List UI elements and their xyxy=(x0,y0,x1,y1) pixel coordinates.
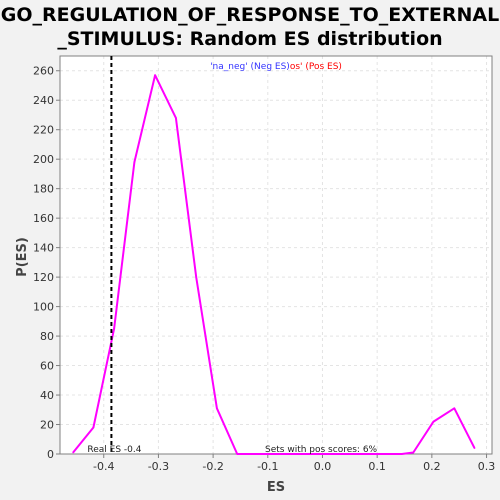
y-tick-label: 80 xyxy=(40,330,54,343)
pos-scores-label: Sets with pos scores: 6% xyxy=(265,445,378,455)
x-tick-label: 0.0 xyxy=(314,460,332,473)
data-point xyxy=(216,407,218,410)
y-tick-label: 40 xyxy=(40,389,54,402)
x-axis-label: ES xyxy=(267,480,285,495)
data-point xyxy=(154,74,156,76)
y-axis-label: P(ES) xyxy=(15,237,30,277)
annotations: Real ES -0.4 Sets with pos scores: 6% 'na_… xyxy=(87,56,378,455)
plot-area xyxy=(60,56,492,454)
data-point xyxy=(113,327,115,330)
data-point xyxy=(318,453,321,455)
y-tick-label: 160 xyxy=(33,212,54,225)
series-group xyxy=(72,74,476,455)
data-point xyxy=(92,426,95,429)
x-tick-label: -0.2 xyxy=(202,460,223,473)
y-tick-label: 0 xyxy=(47,448,54,461)
data-point xyxy=(432,420,435,423)
data-point xyxy=(195,276,197,278)
legend: 'na_neg' (Neg ES)os' (Pos ES) xyxy=(210,62,342,72)
x-tick-label: -0.1 xyxy=(257,460,278,473)
y-tick-label: 220 xyxy=(33,124,54,137)
legend-pos-entry: os' (Pos ES) xyxy=(290,62,342,72)
data-point xyxy=(257,453,259,455)
data-point xyxy=(236,453,238,455)
y-tick-label: 100 xyxy=(33,301,54,314)
y-tick-label: 260 xyxy=(33,65,54,78)
data-point xyxy=(277,453,280,455)
x-tick-label: -0.3 xyxy=(148,460,169,473)
data-point xyxy=(298,453,300,455)
x-tick-label: 0.1 xyxy=(368,460,386,473)
x-tick-label: -0.4 xyxy=(93,460,114,473)
y-tick-label: 140 xyxy=(33,242,54,255)
y-tick-label: 60 xyxy=(40,360,54,373)
legend-neg-entry: 'na_neg' (Neg ES) xyxy=(210,62,290,72)
data-point xyxy=(412,451,415,454)
data-point xyxy=(380,453,383,455)
chart-title-line-1: GO_REGULATION_OF_RESPONSE_TO_EXTERNAL xyxy=(0,4,500,26)
y-tick-label: 240 xyxy=(33,94,54,107)
data-point xyxy=(360,453,362,455)
real-es-label: Real ES -0.4 xyxy=(87,445,141,455)
y-tick-label: 180 xyxy=(33,183,54,196)
x-tick-label: 0.3 xyxy=(478,460,496,473)
data-point xyxy=(133,161,136,163)
x-tick-label: 0.2 xyxy=(423,460,441,473)
data-point xyxy=(473,447,476,449)
data-point xyxy=(401,453,403,455)
data-point xyxy=(72,451,74,454)
data-point xyxy=(453,407,456,410)
data-point xyxy=(339,453,341,455)
y-tick-label: 120 xyxy=(33,271,54,284)
y-tick-label: 20 xyxy=(40,419,54,432)
data-point xyxy=(175,117,177,119)
y-tick-label: 200 xyxy=(33,153,54,166)
chart-title-line-2: _STIMULUS: Random ES distribution xyxy=(57,28,443,50)
